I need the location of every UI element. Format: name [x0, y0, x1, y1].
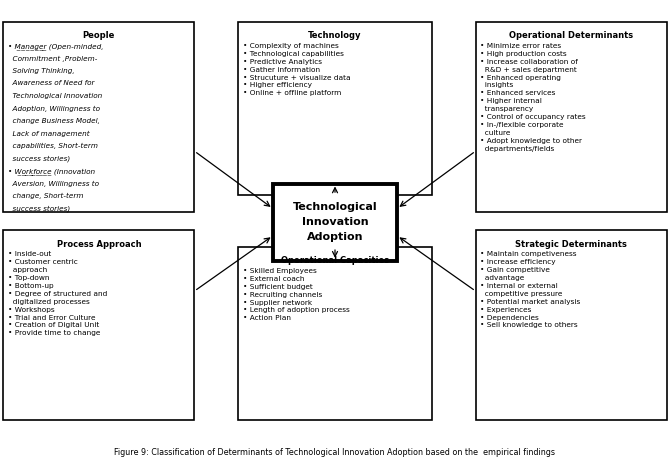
Text: Aversion, Willingness to: Aversion, Willingness to [8, 180, 99, 186]
Text: Solving Thinking,: Solving Thinking, [8, 68, 74, 74]
Bar [3, 230, 194, 420]
Text: Technological Innovation: Technological Innovation [8, 93, 103, 99]
Text: change Business Model,: change Business Model, [8, 118, 100, 124]
Text: • Minimize error rates
• High production costs
• Increase collaboration of
  R&D: • Minimize error rates • High production… [480, 43, 586, 152]
Bar [238, 247, 432, 420]
Text: • Complexity of machines
• Technological capabilities
• Predictive Analytics
• G: • Complexity of machines • Technological… [243, 43, 350, 96]
Text: Technological
Innovation
Adoption: Technological Innovation Adoption [293, 202, 377, 242]
Text: Process Approach: Process Approach [56, 240, 141, 249]
Text: Operational Capacities: Operational Capacities [281, 256, 389, 265]
Text: change, Short-term: change, Short-term [8, 193, 84, 199]
Text: • Inside-out
• Customer centric
  approach
• Top-down
• Bottom-up
• Degree of st: • Inside-out • Customer centric approach… [8, 251, 107, 336]
Text: capabilities, Short-term: capabilities, Short-term [8, 143, 98, 149]
Text: People: People [82, 31, 115, 40]
Bar [3, 22, 194, 212]
Text: Lack of management: Lack of management [8, 131, 90, 136]
Bar [273, 184, 397, 261]
Text: Operational Determinants: Operational Determinants [509, 31, 633, 40]
Bar [476, 230, 667, 420]
Text: success stories): success stories) [8, 155, 70, 162]
Text: • W̲o̲r̲k̲f̲o̲r̲c̲e̲ (Innovation: • W̲o̲r̲k̲f̲o̲r̲c̲e̲ (Innovation [8, 168, 95, 175]
Text: success stories): success stories) [8, 206, 70, 212]
Text: • Maintain competiveness
• Increase efficiency
• Gain competitive
  advantage
• : • Maintain competiveness • Increase effi… [480, 251, 581, 328]
Text: Strategic Determinants: Strategic Determinants [515, 240, 627, 249]
Text: Commitment ,Problem-: Commitment ,Problem- [8, 55, 97, 61]
Text: • M̲a̲n̲a̲g̲e̲r̲ (Open-minded,: • M̲a̲n̲a̲g̲e̲r̲ (Open-minded, [8, 43, 104, 49]
Bar [238, 22, 432, 195]
Text: Adoption, Willingness to: Adoption, Willingness to [8, 105, 100, 112]
Bar [476, 22, 667, 212]
Text: • Skilled Employees
• External coach
• Sufficient budget
• Recruiting channels
•: • Skilled Employees • External coach • S… [243, 268, 349, 322]
Text: Figure 9: Classification of Determinants of Technological Innovation Adoption ba: Figure 9: Classification of Determinants… [115, 448, 555, 457]
Text: Technology: Technology [308, 31, 362, 40]
Text: Awareness of Need for: Awareness of Need for [8, 81, 94, 87]
